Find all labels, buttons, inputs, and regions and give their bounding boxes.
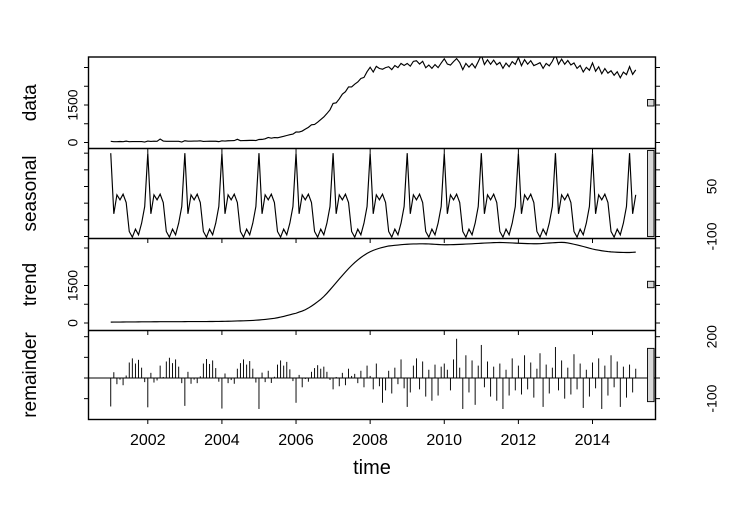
xtick-label-2012: 2012 [501,432,537,449]
scale-bar-trend [647,280,655,289]
panel-label-remainder: remainder [20,332,41,418]
ytick-label-seasonal-50: 50 [703,179,719,195]
ytick-label-remainder-neg100: -100 [703,384,719,412]
axis-ticks [84,67,660,424]
ytick-label-remainder-200: 200 [703,325,719,349]
xtick-label-2010: 2010 [426,432,462,449]
seasonal-series-line [110,153,637,239]
ytick-label-seasonal-neg100: -100 [703,222,719,250]
ytick-label-trend-1500: 1500 [64,270,80,301]
data-series-line [110,57,637,143]
x-axis-title: time [353,457,391,479]
scale-bar-remainder [647,347,655,403]
scale-bars [647,99,655,403]
ytick-label-data-0: 0 [64,138,80,146]
panel-borders [87,56,657,421]
scale-bar-data [647,99,655,107]
trend-series-line [110,241,636,323]
panel-label-trend: trend [20,263,41,306]
ytick-label-trend-0: 0 [64,319,80,327]
panel-label-data: data [20,84,41,121]
ytick-label-data-1500: 1500 [64,89,80,120]
scale-bar-seasonal [647,150,655,237]
labels-layer: data seasonal trend remainder 0 1500 -10… [20,84,719,479]
xtick-label-2014: 2014 [575,432,611,449]
remainder-bars [88,338,656,409]
xtick-label-2004: 2004 [204,432,240,449]
chart-layer [84,56,660,424]
xtick-label-2002: 2002 [130,432,166,449]
xtick-label-2006: 2006 [278,432,314,449]
panel-label-seasonal: seasonal [20,155,41,231]
xtick-label-2008: 2008 [352,432,388,449]
